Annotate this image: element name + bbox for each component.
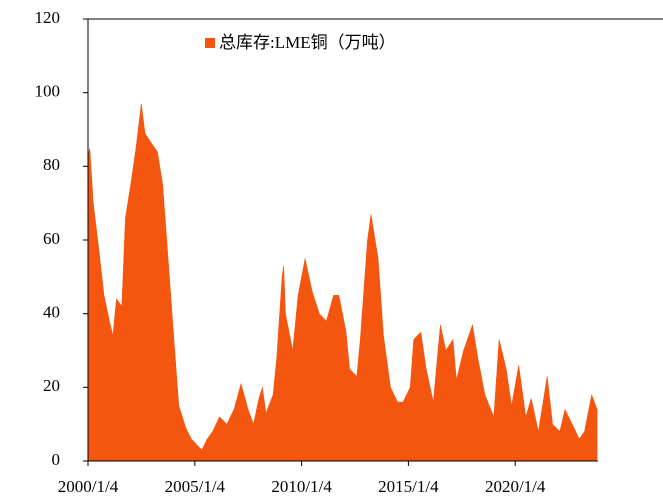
x-tick-label: 2020/1/4 — [485, 477, 546, 496]
y-tick-label: 80 — [43, 155, 60, 174]
area — [87, 103, 598, 462]
y-tick-label: 0 — [52, 450, 61, 469]
x-tick-label: 2005/1/4 — [165, 477, 226, 496]
legend-swatch — [205, 38, 215, 48]
x-tick-label: 2000/1/4 — [58, 477, 119, 496]
y-tick-label: 120 — [35, 8, 61, 27]
x-tick-label: 2015/1/4 — [378, 477, 439, 496]
y-tick-label: 40 — [43, 303, 60, 322]
y-tick-label: 60 — [43, 229, 60, 248]
legend-label: 总库存:LME铜（万吨） — [219, 33, 396, 52]
y-tick-label: 20 — [43, 376, 60, 395]
x-tick-label: 2010/1/4 — [271, 477, 332, 496]
y-tick-label: 100 — [35, 82, 61, 101]
